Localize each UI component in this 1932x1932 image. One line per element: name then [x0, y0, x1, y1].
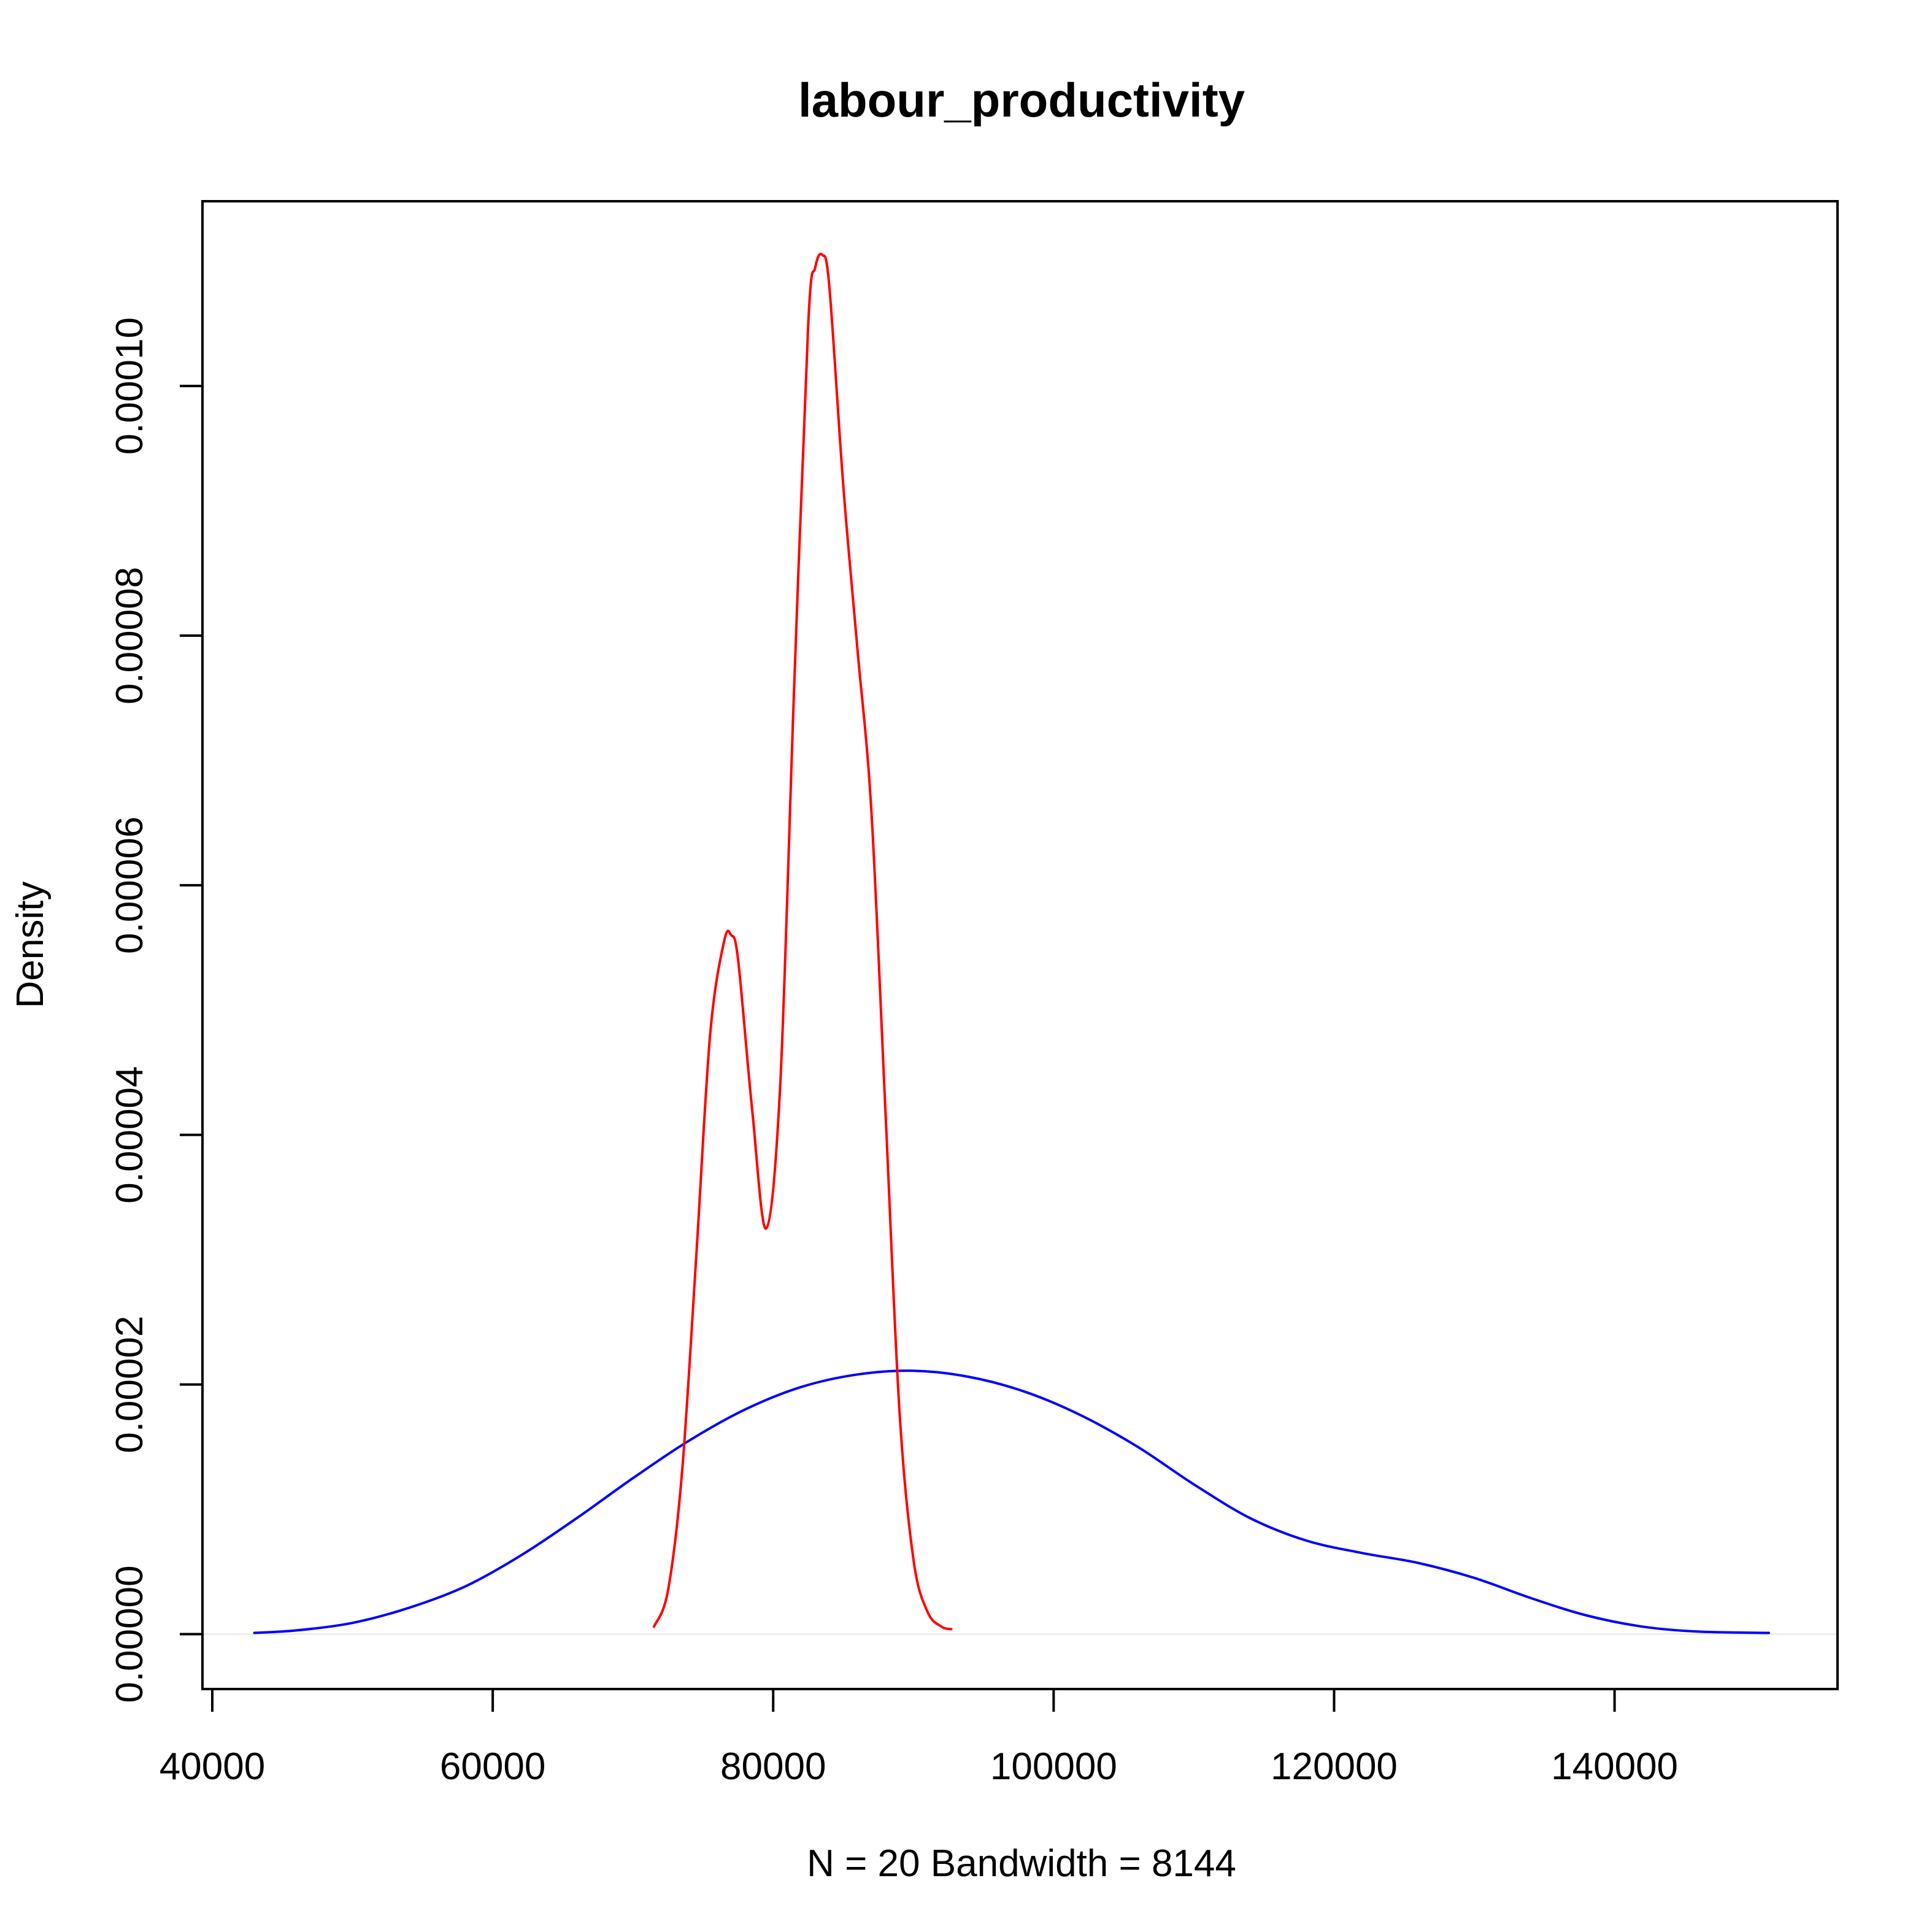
x-tick-label: 60000	[440, 1745, 545, 1788]
series-line-1	[253, 1369, 1770, 1634]
y-axis: 0.00000 0.00002 0.00004 0.00006 0.00008 0.000…	[109, 317, 204, 1703]
x-axis: 40000 60000 80000 100000 120000 140000	[160, 1688, 1678, 1788]
series-line-2	[653, 252, 953, 1631]
y-tick-label: 0.00006	[109, 817, 151, 954]
y-tick-label: 0.00000	[109, 1565, 151, 1703]
x-tick-label: 140000	[1551, 1745, 1678, 1788]
y-tick-label: 0.00010	[109, 317, 151, 455]
x-tick-label: 80000	[720, 1745, 826, 1788]
x-axis-label: N = 20 Bandwidth = 8144	[807, 1842, 1236, 1885]
chart-title: labour_productivity	[798, 73, 1245, 127]
y-axis-label: Density	[9, 882, 52, 1009]
y-tick-label: 0.00008	[109, 567, 151, 704]
x-tick-label: 120000	[1271, 1745, 1398, 1788]
series-layer	[253, 252, 1770, 1634]
x-tick-label: 100000	[990, 1745, 1117, 1788]
x-tick-label: 40000	[160, 1745, 265, 1788]
y-tick-label: 0.00002	[109, 1316, 151, 1453]
y-tick-label: 0.00004	[109, 1066, 151, 1204]
